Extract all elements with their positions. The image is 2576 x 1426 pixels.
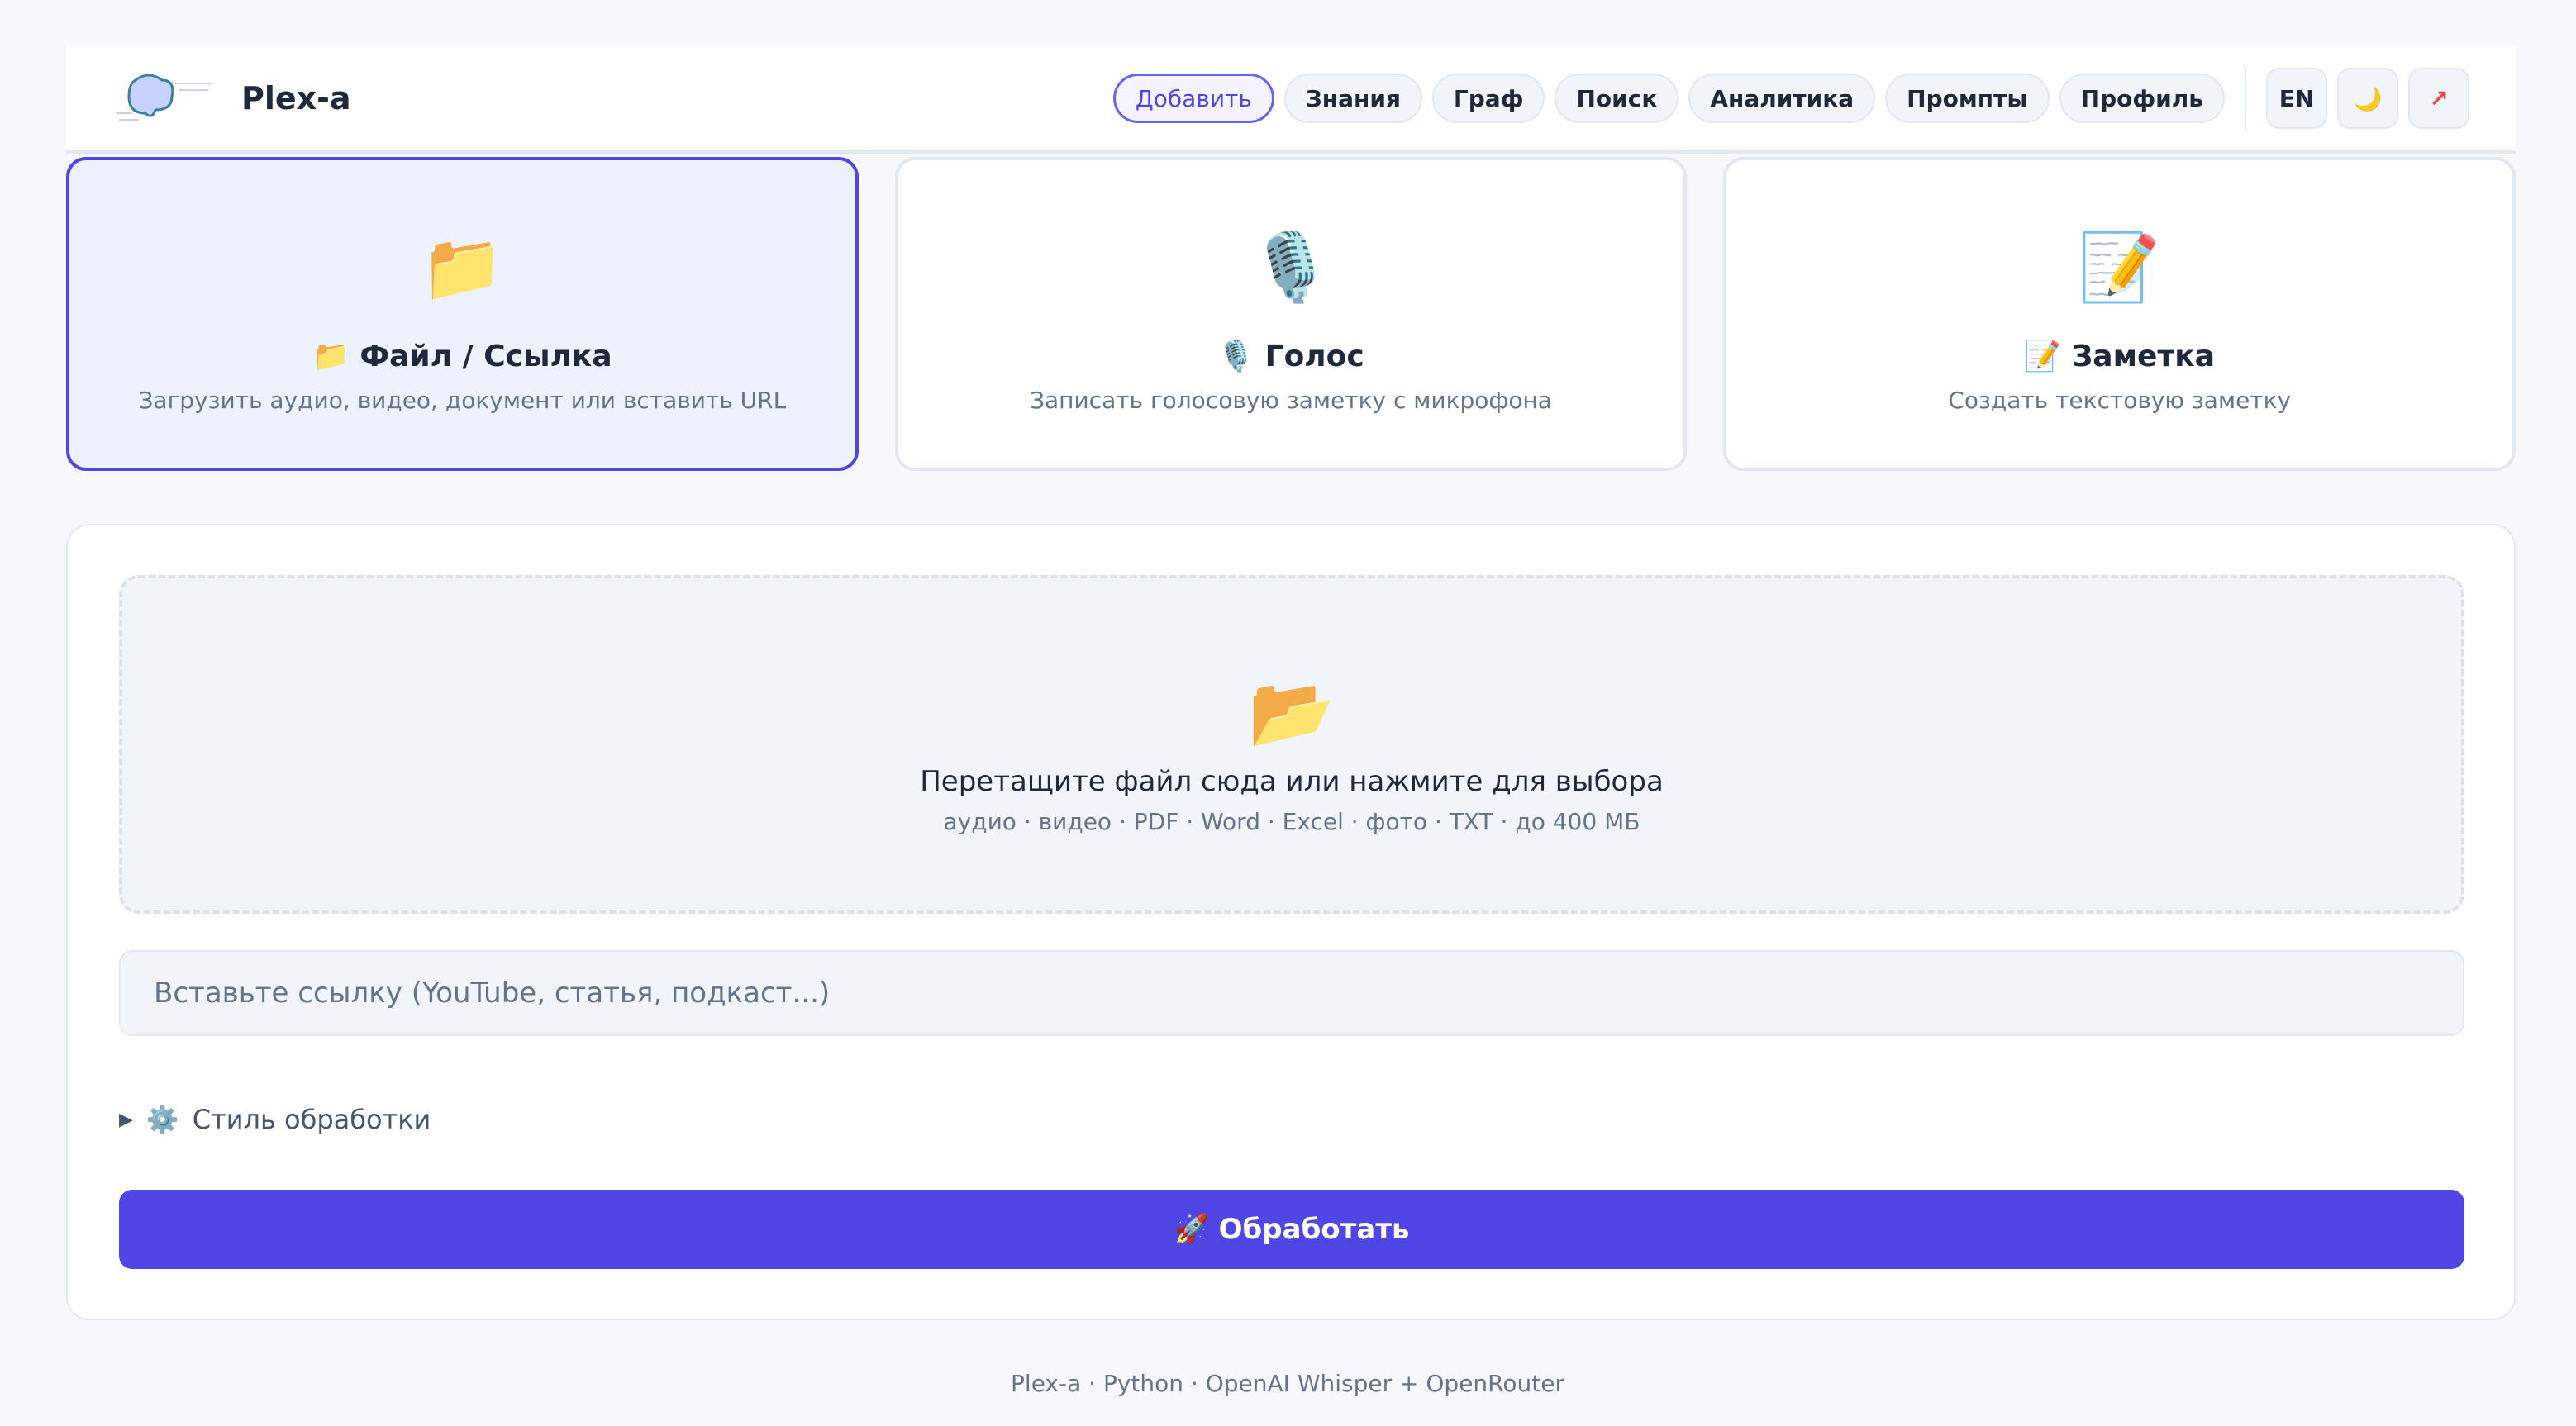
folder-icon: 📁 [421, 229, 504, 306]
nav-prompts[interactable]: Промпты [1885, 74, 2050, 123]
card-description: Создать текстовую заметку [1948, 387, 2292, 414]
open-folder-icon: 📂 [1248, 672, 1336, 753]
card-description: Записать голосовую заметку с микрофона [1030, 387, 1552, 414]
moon-icon[interactable]: 🌙 [2337, 68, 2398, 129]
card-title: 🎙️ Голос [1217, 340, 1364, 373]
card-file-link[interactable]: 📁 📁 Файл / Ссылка Загрузить аудио, видео… [66, 157, 859, 471]
footer: Plex-a · Python · OpenAI Whisper + OpenR… [1011, 1370, 1564, 1397]
triangle-right-icon: ▶ [119, 1109, 133, 1130]
url-input[interactable] [119, 950, 2464, 1036]
processing-style-toggle[interactable]: ▶ ⚙️ Стиль обработки [119, 1104, 431, 1135]
nav-add[interactable]: Добавить [1112, 74, 1274, 123]
card-note[interactable]: 📝 📝 Заметка Создать текстовую заметку [1723, 157, 2516, 471]
external-link-icon[interactable]: ↗ [2408, 68, 2469, 129]
nav-search[interactable]: Поиск [1555, 74, 1679, 123]
dropzone-text: Перетащите файл сюда или нажмите для выб… [920, 765, 1664, 798]
brain-logo-icon [112, 70, 218, 126]
microphone-icon: 🎙️ [1250, 229, 1332, 306]
process-button[interactable]: 🚀 Обработать [119, 1190, 2464, 1269]
nav-analytics[interactable]: Аналитика [1688, 74, 1876, 123]
card-voice[interactable]: 🎙️ 🎙️ Голос Записать голосовую заметку с… [894, 157, 1688, 471]
header: Plex-a Добавить Знания Граф Поиск Аналит… [66, 46, 2516, 154]
card-description: Загрузить аудио, видео, документ или вст… [138, 387, 787, 414]
main-nav: Добавить Знания Граф Поиск Аналитика Про… [1112, 67, 2469, 130]
nav-knowledge[interactable]: Знания [1283, 74, 1422, 123]
dropzone-formats: аудио · видео · PDF · Word · Excel · фот… [943, 808, 1640, 835]
nav-profile[interactable]: Профиль [2059, 74, 2225, 123]
nav-divider [2245, 67, 2246, 130]
gear-icon: ⚙️ [145, 1104, 179, 1135]
upload-panel: 📂 Перетащите файл сюда или нажмите для в… [66, 524, 2516, 1320]
file-dropzone[interactable]: 📂 Перетащите файл сюда или нажмите для в… [119, 575, 2464, 914]
memo-icon: 📝 [2078, 229, 2161, 306]
brand-name: Plex-a [241, 80, 351, 116]
card-title: 📝 Заметка [2024, 340, 2216, 373]
nav-graph[interactable]: Граф [1431, 74, 1545, 123]
card-title: 📁 Файл / Ссылка [312, 340, 612, 373]
language-button[interactable]: EN [2266, 68, 2327, 129]
input-type-cards: 📁 📁 Файл / Ссылка Загрузить аудио, видео… [66, 157, 2516, 471]
processing-style-label: Стиль обработки [192, 1104, 431, 1135]
